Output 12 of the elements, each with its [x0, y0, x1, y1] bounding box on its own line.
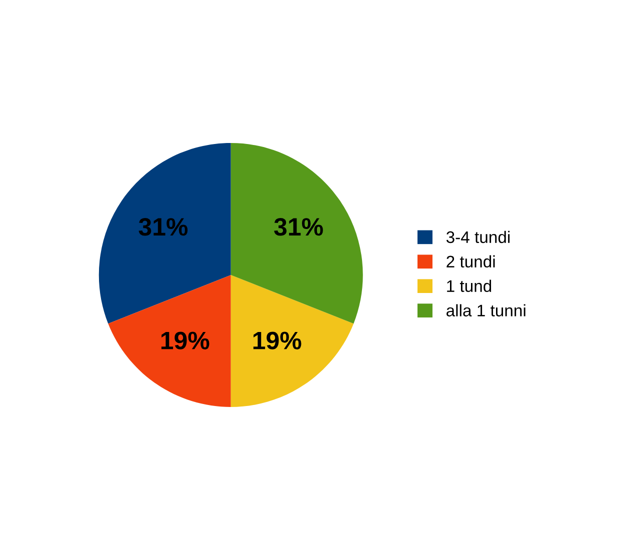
- legend-label: 2 tundi: [446, 255, 495, 268]
- legend-label: alla 1 tunni: [446, 304, 526, 316]
- pie-slice: [98, 143, 231, 324]
- pie-slice: [230, 143, 363, 324]
- data-label: 31%: [274, 218, 323, 236]
- pie-slice: [108, 275, 231, 407]
- data-label: 19%: [161, 332, 210, 350]
- legend-label: 3-4 tundi: [446, 230, 510, 244]
- data-label: 19%: [253, 332, 302, 350]
- data-label: 31%: [138, 218, 188, 236]
- pie-slice: [230, 275, 354, 407]
- legend-label: 1 tund: [447, 280, 492, 292]
